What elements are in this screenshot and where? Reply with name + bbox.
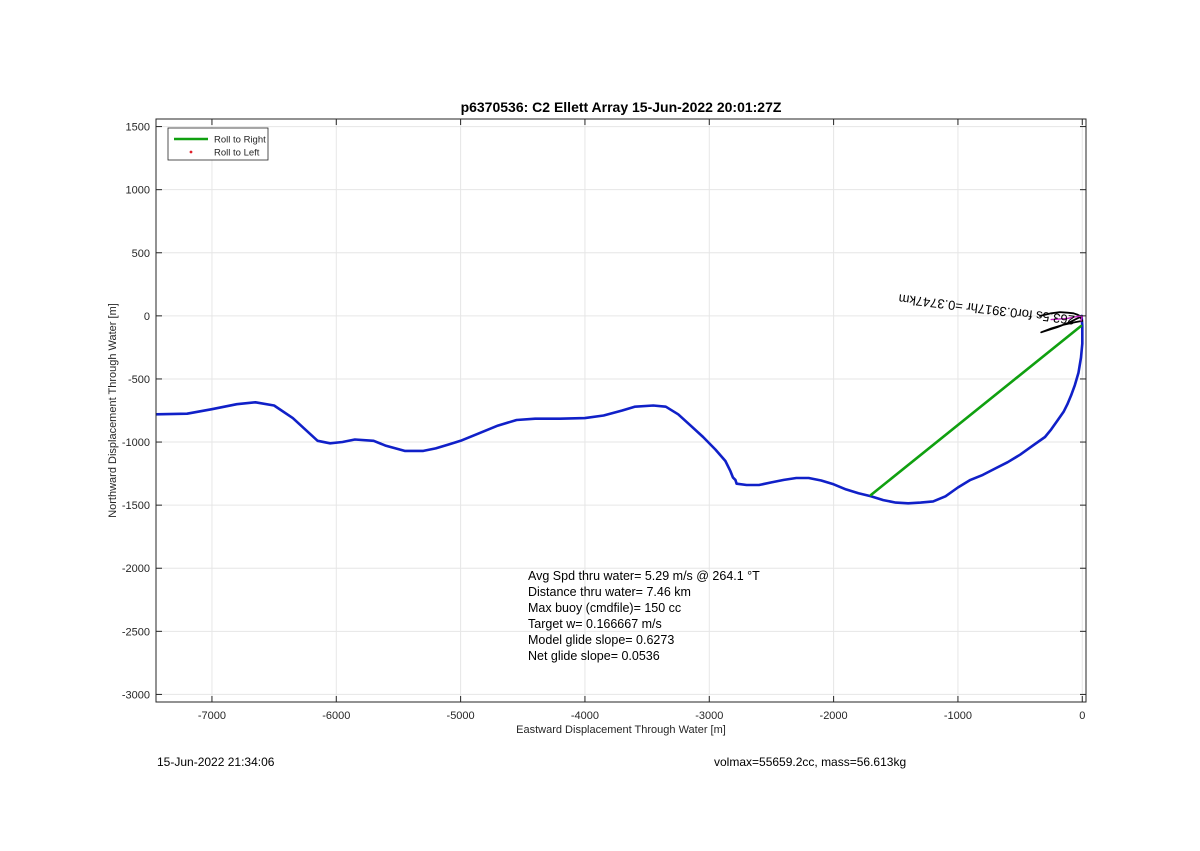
legend-swatch-dot — [189, 150, 193, 154]
series-line-2 — [1039, 311, 1084, 334]
annotation-line: Net glide slope= 0.0536 — [528, 649, 660, 663]
legend-label: Roll to Left — [214, 148, 260, 159]
footer-timestamp: 15-Jun-2022 21:34:06 — [157, 755, 275, 769]
annotation-line: Distance thru water= 7.46 km — [528, 585, 691, 599]
x-axis-label: Eastward Displacement Through Water [m] — [516, 724, 726, 736]
x-tick-label: -3000 — [695, 710, 723, 722]
series-line-3 — [1050, 315, 1084, 322]
annotation-block: Avg Spd thru water= 5.29 m/s @ 264.1 °T D… — [528, 569, 760, 663]
x-tick-label: -2000 — [820, 710, 848, 722]
x-tick-label: -4000 — [571, 710, 599, 722]
legend-label: Roll to Right — [214, 135, 266, 146]
y-tick-label: 1500 — [126, 122, 150, 134]
y-tick-label: 500 — [132, 248, 150, 260]
y-tick-label: 1000 — [126, 185, 150, 197]
y-tick-label: -3000 — [122, 689, 150, 701]
y-axis-label: Northward Displacement Through Water [m] — [107, 303, 119, 518]
annotation-line: Target w= 0.166667 m/s — [528, 617, 662, 631]
x-tick-label: -6000 — [322, 710, 350, 722]
axes-box — [155, 118, 1087, 703]
annotation-line: Avg Spd thru water= 5.29 m/s @ 264.1 °T — [528, 569, 760, 583]
series-line-1 — [869, 324, 1083, 497]
series-line-0 — [156, 314, 1084, 505]
y-tick-label: -1500 — [122, 500, 150, 512]
x-tick-label: -7000 — [198, 710, 226, 722]
y-tick-label: -500 — [128, 374, 150, 386]
chart-title: p6370536: C2 Ellett Array 15-Jun-2022 20… — [461, 99, 782, 115]
y-tick-label: 0 — [144, 311, 150, 323]
y-tick-label: -1000 — [122, 437, 150, 449]
annotation-line: Max buoy (cmdfile)= 150 cc — [528, 601, 681, 615]
x-tick-label: -1000 — [944, 710, 972, 722]
series-group — [156, 311, 1084, 505]
x-tick-label: -5000 — [447, 710, 475, 722]
annotation-line: Model glide slope= 0.6273 — [528, 633, 674, 647]
x-tick-label: 0 — [1079, 710, 1085, 722]
grid — [156, 119, 1086, 702]
y-tick-label: -2500 — [122, 626, 150, 638]
legend: Roll to Right Roll to Left — [167, 127, 269, 161]
rotated-annotation: 263.5s for0.3917hr =0.3747km — [898, 291, 1076, 328]
y-tick-label: -2000 — [122, 563, 150, 575]
legend-box — [167, 127, 269, 161]
footer-volmax-mass: volmax=55659.2cc, mass=56.613kg — [714, 755, 907, 769]
ticks: -7000 -6000 -5000 -4000 -3000 -2000 -1000 0-300… — [122, 119, 1086, 722]
